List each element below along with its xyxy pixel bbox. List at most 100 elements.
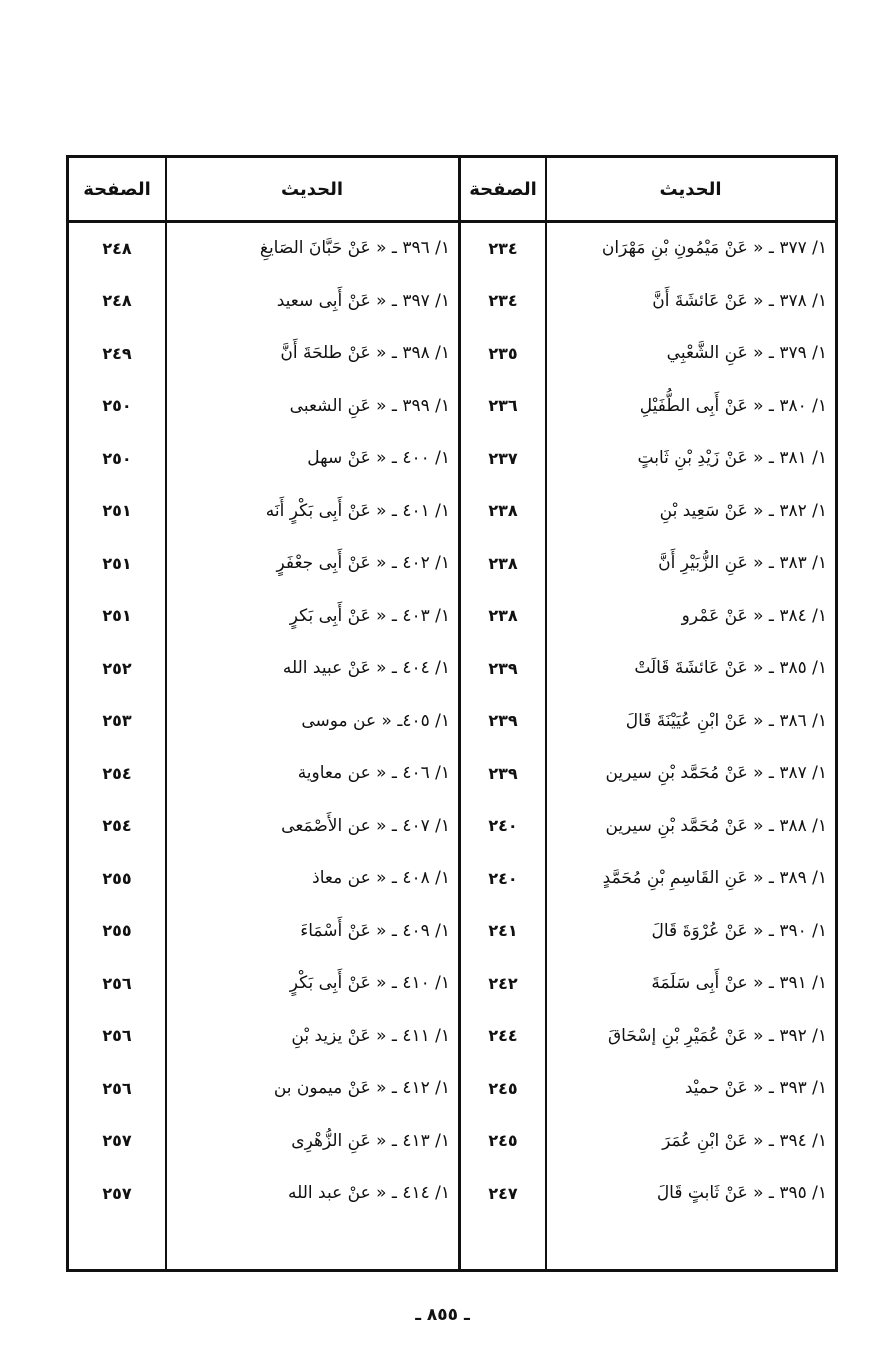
- page-cell: ٢٤٥: [488, 1078, 518, 1098]
- table-row: ١/ ٣٨٣ ـ « عَنِ الزُّبَيْرِ أَنَّ ٢٣٨ ١/ ٤…: [69, 537, 835, 590]
- hadith-cell: ١/ ٤١٢ ـ « عَنْ ميمون بن: [273, 1078, 450, 1099]
- header-page-left: الصفحة: [83, 178, 151, 200]
- page-cell: ٢٣٩: [488, 658, 518, 678]
- page-cell: ٢٣٤: [488, 238, 518, 258]
- page-cell: ٢٥٤: [102, 763, 132, 783]
- hadith-cell: ١/ ٣٩٩ ـ « عَنِ الشعبى: [289, 395, 450, 416]
- table-row: ١/ ٣٨٧ ـ « عَنْ مُحَمَّد بْنِ سيرين ٢٣٩ ١/…: [69, 747, 835, 800]
- page-cell: ٢٣٤: [488, 291, 518, 311]
- table-row: ١/ ٣٩١ ـ « عنْ أَبِى سَلَمَةَ ٢٤٢ ١/ ٤١٠ ـ…: [69, 957, 835, 1010]
- page-cell: ٢٣٩: [488, 763, 518, 783]
- page-cell: ٢٤١: [488, 921, 518, 941]
- hadith-cell: ١/ ٣٩٢ ـ « عَنْ عُمَيْرِ بْنِ إسْحَاقَ: [607, 1025, 827, 1046]
- hadith-cell: ١/ ٤٠٢ ـ « عَنْ أَبِى جعْفَرٍ: [276, 553, 451, 574]
- hadith-cell: ١/ ٤٠٩ ـ « عَنْ أَسْمَاءَ: [300, 920, 450, 941]
- table-row: ١/ ٣٩٤ ـ « عَنْ ابْنِ عُمَرَ ٢٤٥ ١/ ٤١٣ ـ …: [69, 1115, 835, 1168]
- table-row: ١/ ٣٨٤ ـ « عَنْ عَمْرو ٢٣٨ ١/ ٤٠٣ ـ « عَنْ…: [69, 590, 835, 643]
- page-number: ـ ٨٥٥ ـ: [415, 1305, 470, 1325]
- page-cell: ٢٤٠: [488, 816, 518, 836]
- page-cell: ٢٤٠: [488, 868, 518, 888]
- page-cell: ٢٥٥: [102, 921, 132, 941]
- table-row: ١/ ٣٩٠ ـ « عَنْ عُرْوَةَ قَالَ ٢٤١ ١/ ٤٠٩ …: [69, 905, 835, 958]
- hadith-cell: ١/ ٣٩١ ـ « عنْ أَبِى سَلَمَةَ: [651, 973, 827, 994]
- page-cell: ٢٥٢: [102, 658, 132, 678]
- page-cell: ٢٤٧: [488, 1183, 518, 1203]
- hadith-cell: ١/ ٣٩٣ ـ « عَنْ حميْد: [684, 1078, 827, 1099]
- hadith-cell: ١/ ٣٨٢ ـ « عَنْ سَعِيد بْنِ: [659, 500, 827, 521]
- page-cell: ٢٣٨: [488, 606, 518, 626]
- table-row: ١/ ٣٧٨ ـ « عَنْ عَائشَةَ أَنَّ ٢٣٤ ١/ ٣٩٧ …: [69, 275, 835, 328]
- table-row: ١/ ٣٧٩ ـ « عَنِ الشَّعْبِي ٢٣٥ ١/ ٣٩٨ ـ « …: [69, 327, 835, 380]
- hadith-cell: ١/ ٤٠٥ـ « عن موسى: [301, 710, 450, 731]
- hadith-cell: ١/ ٣٩٦ ـ « عَنْ حَبَّانَ الصَايغِ: [259, 238, 450, 259]
- page-cell: ٢٣٧: [488, 448, 518, 468]
- hadith-cell: ١/ ٣٩٠ ـ « عَنْ عُرْوَةَ قَالَ: [651, 920, 827, 941]
- hadith-cell: ١/ ٣٧٩ ـ « عَنِ الشَّعْبِي: [666, 343, 827, 364]
- hadith-cell: ١/ ٣٨٣ ـ « عَنِ الزُّبَيْرِ أَنَّ: [658, 553, 827, 574]
- table-row: ١/ ٣٨٠ ـ « عَنْ أَبِى الطُّفَيْلِ ٢٣٦ ١/ ٣…: [69, 380, 835, 433]
- hadith-cell: ١/ ٣٩٧ ـ « عَنْ أَبِى سعيد: [276, 290, 450, 311]
- hadith-index-table: الحديث الصفحة الحديث الصفحة ١/ ٣٧٧ ـ « ع…: [66, 155, 838, 1272]
- header-divider: [69, 220, 835, 223]
- page-cell: ٢٣٨: [488, 553, 518, 573]
- hadith-cell: ١/ ٤٠٧ ـ « عن الأَصْمَعى: [281, 815, 450, 836]
- table-row: ١/ ٣٨٨ ـ « عَنْ مُحَمَّد بْنِ سيرين ٢٤٠ ١/…: [69, 800, 835, 853]
- table-row: ١/ ٣٨٥ ـ « عَنْ عَائشَةَ قَالَتْ ٢٣٩ ١/ ٤٠…: [69, 642, 835, 695]
- page-cell: ٢٥٣: [102, 711, 132, 731]
- table-row: ١/ ٣٨٢ ـ « عَنْ سَعِيد بْنِ ٢٣٨ ١/ ٤٠١ ـ «…: [69, 485, 835, 538]
- hadith-cell: ١/ ٤٠٣ ـ « عَنْ أَبِى بَكرٍ: [289, 605, 450, 626]
- header-hadith-left: الحديث: [280, 178, 344, 200]
- hadith-cell: ١/ ٣٨٩ ـ « عَنِ القَاسِمِ بْنِ مُحَمَّدٍ: [602, 868, 827, 889]
- hadith-cell: ١/ ٤٠٨ ـ « عن معاذ: [312, 868, 450, 889]
- page-cell: ٢٤٤: [488, 1026, 518, 1046]
- page-cell: ٢٤٩: [102, 343, 132, 363]
- page-cell: ٢٤٨: [102, 238, 132, 258]
- hadith-cell: ١/ ٣٨١ ـ « عَنْ زَيْدِ بْنِ ثَابتٍ: [637, 448, 827, 469]
- page-cell: ٢٥١: [102, 606, 132, 626]
- page-cell: ٢٥٦: [102, 1078, 132, 1098]
- table-row: ١/ ٣٩٢ ـ « عَنْ عُمَيْرِ بْنِ إسْحَاقَ ٢٤…: [69, 1010, 835, 1063]
- page-cell: ٢٤٢: [488, 973, 518, 993]
- table-row: ١/ ٣٩٥ ـ « عَنْ ثَابتٍ قَالَ ٢٤٧ ١/ ٤١٤ ـ …: [69, 1167, 835, 1220]
- hadith-cell: ١/ ٣٧٧ ـ « عَنْ مَيْمُونِ بْنِ مَهْرَان: [601, 238, 827, 259]
- hadith-cell: ١/ ٣٨٧ ـ « عَنْ مُحَمَّد بْنِ سيرين: [605, 763, 827, 784]
- hadith-cell: ١/ ٤٠٦ ـ « عن معاوية: [297, 763, 450, 784]
- table-row: ١/ ٣٩٣ ـ « عَنْ حميْد ٢٤٥ ١/ ٤١٢ ـ « عَنْ …: [69, 1062, 835, 1115]
- page-cell: ٢٥٠: [102, 448, 132, 468]
- hadith-cell: ١/ ٣٩٥ ـ « عَنْ ثَابتٍ قَالَ: [656, 1183, 827, 1204]
- page-cell: ٢٤٨: [102, 291, 132, 311]
- page-cell: ٢٥١: [102, 501, 132, 521]
- hadith-cell: ١/ ٤٠٤ ـ « عَنْ عبيد الله: [282, 658, 450, 679]
- column-divider: [545, 158, 547, 1269]
- page-cell: ٢٤٥: [488, 1131, 518, 1151]
- table-row: ١/ ٣٨١ ـ « عَنْ زَيْدِ بْنِ ثَابتٍ ٢٣٧ ١/ …: [69, 432, 835, 485]
- hadith-cell: ١/ ٤١١ ـ « عَنْ يزيد بْنِ: [291, 1025, 450, 1046]
- page-cell: ٢٣٦: [488, 396, 518, 416]
- hadith-cell: ١/ ٣٨٥ ـ « عَنْ عَائشَةَ قَالَتْ: [634, 658, 827, 679]
- page-cell: ٢٥٠: [102, 396, 132, 416]
- hadith-cell: ١/ ٣٩٨ ـ « عَنْ طلحَةَ أَنَّ: [280, 343, 450, 364]
- hadith-cell: ١/ ٣٨٤ ـ « عَنْ عَمْرو: [681, 605, 827, 626]
- header-hadith-right: الحديث: [659, 178, 722, 200]
- hadith-cell: ١/ ٤١٣ ـ « عَنِ الزُّهْرِى: [291, 1130, 450, 1151]
- page-cell: ٢٥٤: [102, 816, 132, 836]
- hadith-cell: ١/ ٣٨٠ ـ « عَنْ أَبِى الطُّفَيْلِ: [639, 395, 827, 416]
- page-cell: ٢٥٦: [102, 1026, 132, 1046]
- page-cell: ٢٥١: [102, 553, 132, 573]
- page-cell: ٢٥٧: [102, 1183, 132, 1203]
- hadith-cell: ١/ ٣٧٨ ـ « عَنْ عَائشَةَ أَنَّ: [652, 290, 827, 311]
- column-divider: [165, 158, 167, 1269]
- page-cell: ٢٣٩: [488, 711, 518, 731]
- hadith-cell: ١/ ٣٨٦ ـ « عَنْ ابْنِ عُيَيْنَةَ قَالَ: [625, 710, 827, 731]
- hadith-cell: ١/ ٤٠١ ـ « عَنْ أَبِى بَكْرٍ أَنَه: [265, 500, 450, 521]
- hadith-cell: ١/ ٣٨٨ ـ « عَنْ مُحَمَّد بْنِ سيرين: [605, 815, 827, 836]
- table-row: ١/ ٣٧٧ ـ « عَنْ مَيْمُونِ بْنِ مَهْرَان ٢…: [69, 222, 835, 275]
- hadith-cell: ١/ ٤٠٠ ـ « عَنْ سهل: [307, 448, 450, 469]
- page-cell: ٢٥٧: [102, 1131, 132, 1151]
- table-row: ١/ ٣٨٩ ـ « عَنِ القَاسِمِ بْنِ مُحَمَّدٍ…: [69, 852, 835, 905]
- page-cell: ٢٥٥: [102, 868, 132, 888]
- hadith-cell: ١/ ٤١٠ ـ « عَنْ أَبِى بَكْرٍ: [289, 973, 450, 994]
- table-row: ١/ ٣٨٦ ـ « عَنْ ابْنِ عُيَيْنَةَ قَالَ ٢٣…: [69, 695, 835, 748]
- page-cell: ٢٥٦: [102, 973, 132, 993]
- hadith-cell: ١/ ٤١٤ ـ « عنْ عبد الله: [287, 1183, 450, 1204]
